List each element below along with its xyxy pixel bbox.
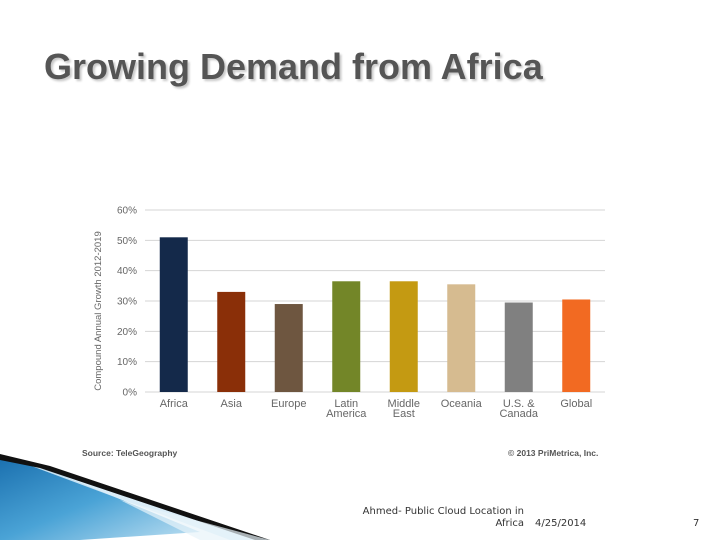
slide-title: Growing Demand from Africa	[44, 46, 543, 87]
bar	[274, 304, 303, 392]
bar	[562, 299, 591, 392]
y-axis-label: Compound Annual Growth 2012-2019	[93, 231, 104, 391]
footer-decoration	[0, 454, 270, 540]
x-tick-label: Middle East	[388, 398, 420, 420]
y-tick-label: 40%	[117, 266, 137, 277]
x-tick-label: U.S. & Canada	[499, 398, 538, 420]
bar	[332, 281, 361, 392]
copyright-note: © 2013 PriMetrica, Inc.	[508, 448, 599, 458]
page-number: 7	[693, 518, 700, 529]
y-tick-label: 0%	[123, 388, 138, 399]
bar	[159, 237, 188, 392]
bar-chart: 0% 10% 20% 30% 40% 50% 60% Africa Asia Europe Lat…	[93, 206, 605, 420]
x-tick-label: Asia	[221, 398, 243, 410]
bar	[389, 281, 418, 392]
bar	[447, 284, 476, 392]
x-tick-label: Global	[560, 398, 592, 410]
y-tick-label: 50%	[117, 236, 137, 247]
y-tick-label: 20%	[117, 327, 137, 338]
bar	[504, 302, 533, 392]
x-tick-label: Europe	[271, 398, 306, 410]
x-tick-label: Africa	[160, 398, 189, 410]
footer-presenter: Ahmed- Public Cloud Location in Africa	[362, 506, 524, 529]
x-tick-label: Latin America	[326, 398, 367, 420]
footer-date: 4/25/2014	[535, 518, 587, 529]
y-tick-label: 60%	[117, 206, 137, 217]
y-tick-label: 10%	[117, 357, 137, 368]
bar	[217, 291, 246, 392]
y-tick-label: 30%	[117, 297, 137, 308]
x-tick-label: Oceania	[441, 398, 483, 410]
source-note: Source: TeleGeography	[82, 448, 178, 458]
